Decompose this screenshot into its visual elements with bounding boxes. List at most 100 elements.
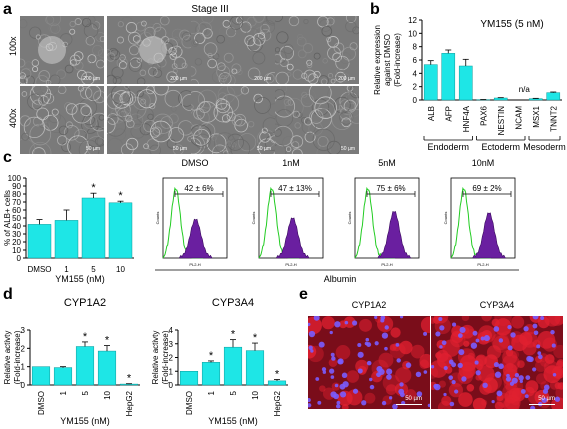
flow-x-axis-small: PL2-H (285, 262, 296, 267)
red-signal (389, 343, 397, 351)
cell-texture (312, 128, 335, 151)
cell-texture (108, 47, 119, 58)
cell-texture (181, 94, 191, 111)
red-signal (528, 390, 542, 405)
cell-texture (288, 16, 300, 27)
y-tick-label: 6 (413, 56, 418, 65)
cell-texture (308, 86, 332, 105)
cell-texture (275, 71, 290, 84)
bar-5 (223, 346, 243, 386)
gate-percent: 69 ± 2% (472, 184, 501, 193)
cell-texture (197, 21, 213, 37)
cell-texture (24, 75, 35, 84)
cell-texture (110, 86, 131, 105)
nucleus (498, 338, 504, 343)
colony (139, 36, 167, 64)
cell-texture (181, 34, 191, 49)
cell-texture (152, 113, 173, 134)
nucleus (458, 349, 465, 356)
cell-texture (198, 122, 216, 140)
red-signal (555, 385, 563, 401)
cell-texture (345, 16, 357, 23)
nucleus (524, 394, 529, 399)
cell-texture (345, 20, 357, 33)
cell-texture (139, 123, 152, 136)
cell-texture (173, 56, 187, 70)
significance-star: * (253, 332, 258, 344)
cell-texture (57, 135, 68, 146)
x-tick-label: DMSO (28, 265, 52, 274)
cell-texture (96, 59, 104, 69)
cell-texture (291, 148, 303, 154)
nucleus (333, 393, 339, 400)
nucleus (510, 332, 516, 338)
bar-alb (423, 64, 438, 101)
cell-texture (202, 28, 213, 39)
cell-texture (150, 120, 172, 143)
nucleus (458, 333, 463, 338)
nucleus (525, 375, 531, 380)
cell-texture (125, 22, 138, 34)
cell-texture (326, 140, 342, 154)
cell-texture (297, 78, 305, 84)
cell-texture (306, 62, 313, 69)
cell-texture (217, 92, 228, 102)
cell-texture (146, 23, 155, 32)
flow-y-axis-small: Counts (155, 212, 160, 225)
nucleus (452, 322, 457, 327)
cell-texture (42, 92, 55, 105)
nucleus (480, 336, 485, 341)
red-signal (481, 316, 492, 322)
cell-texture (170, 105, 177, 112)
micrograph-r1-c4: 200 µm (275, 16, 359, 84)
cell-texture (107, 74, 117, 84)
cell-texture (279, 58, 289, 68)
cell-texture (181, 62, 188, 69)
group-label: Ectoderm (481, 142, 520, 152)
cell-texture (332, 52, 342, 63)
nucleus (496, 390, 503, 397)
nucleus (357, 343, 362, 348)
red-signal (511, 316, 525, 329)
nucleus (533, 330, 539, 336)
significance-star: * (105, 335, 110, 347)
cell-texture (283, 43, 294, 55)
cell-texture (320, 78, 328, 84)
nucleus (352, 320, 358, 326)
group-label: Endoderm (427, 142, 469, 152)
cell-texture (231, 16, 244, 25)
red-signal (419, 353, 430, 369)
nucleus (554, 396, 561, 402)
nucleus (415, 371, 422, 378)
nucleus (461, 376, 467, 382)
cell-texture (294, 122, 301, 129)
micro-scale-label: 50 µm (173, 146, 187, 152)
red-signal (542, 337, 557, 352)
cell-texture (231, 63, 242, 74)
nucleus (396, 358, 401, 363)
cell-texture (120, 143, 134, 154)
cell-texture (166, 138, 177, 149)
cell-texture (216, 34, 225, 44)
y-tick-label: 0 (21, 381, 26, 390)
nucleus (540, 316, 545, 321)
nucleus (308, 322, 311, 327)
cell-texture (317, 135, 329, 147)
cell-texture (67, 135, 89, 154)
cell-texture (275, 54, 283, 65)
cell-texture (107, 49, 112, 56)
nucleus (519, 379, 523, 384)
x-tick-label: 1 (207, 390, 216, 395)
cell-texture (302, 43, 314, 54)
cell-texture (20, 115, 31, 127)
cell-texture (82, 17, 92, 28)
cell-texture (217, 86, 236, 104)
cell-texture (300, 94, 314, 108)
control-histogram (354, 186, 396, 259)
cell-texture (143, 143, 149, 150)
cell-texture (279, 86, 288, 93)
cell-texture (339, 91, 359, 111)
red-signal (519, 332, 533, 346)
cell-texture (215, 45, 229, 60)
cell-texture (219, 75, 227, 83)
